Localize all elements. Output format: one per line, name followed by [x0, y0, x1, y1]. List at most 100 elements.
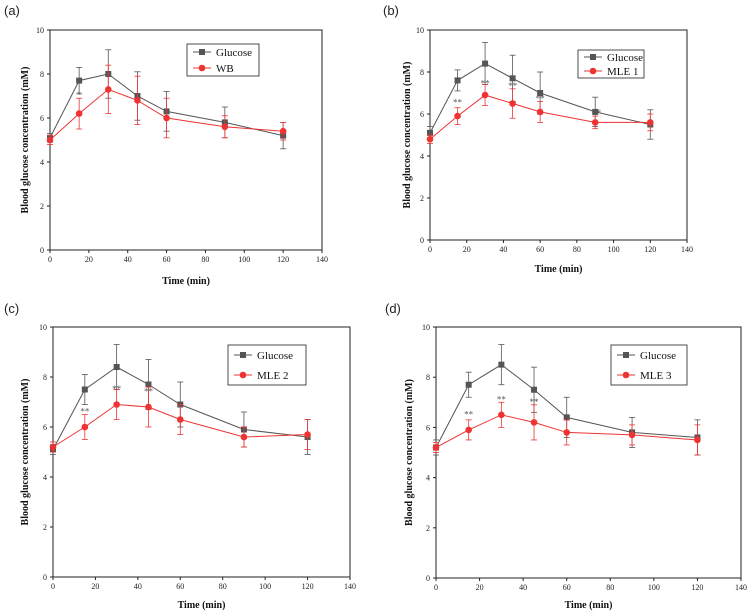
y-tick-label: 6 — [420, 110, 424, 119]
x-tick-label: 120 — [644, 245, 656, 254]
data-point — [530, 419, 538, 426]
legend-marker — [199, 49, 205, 55]
y-tick-label: 2 — [420, 194, 424, 203]
x-tick-label: 60 — [563, 583, 571, 592]
significance-marker: * — [77, 90, 82, 100]
y-tick-label: 10 — [422, 323, 430, 332]
legend-box — [610, 344, 688, 386]
data-point — [427, 129, 433, 136]
significance-marker: ** — [530, 397, 540, 407]
y-tick-label: 6 — [426, 423, 430, 432]
x-tick-label: 80 — [219, 582, 227, 591]
data-point — [531, 386, 538, 393]
significance-marker: ** — [453, 98, 463, 108]
data-point — [104, 86, 112, 93]
y-tick-label: 8 — [43, 373, 47, 382]
x-tick-label: 40 — [134, 582, 142, 591]
legend-label: Glucose — [607, 52, 643, 64]
data-point — [426, 135, 434, 143]
significance-marker: ** — [536, 93, 546, 103]
chart-panel-3: (c) 0 20 40 60 80 100 120 140 0 2 4 6 8 10 Time (min) Bl… — [4, 301, 356, 611]
data-point — [482, 60, 489, 67]
y-tick-label: 4 — [40, 158, 44, 167]
legend: Glucose MLE 2 — [227, 344, 307, 386]
y-tick-label: 6 — [40, 114, 44, 123]
data-point — [176, 416, 184, 423]
panel-label: (d) — [385, 301, 401, 316]
y-tick-label: 2 — [426, 524, 430, 533]
y-tick-label: 10 — [39, 323, 47, 332]
legend-label: MLE 2 — [257, 370, 288, 382]
series-treatment — [46, 64, 287, 145]
legend-box — [227, 344, 307, 386]
x-tick-label: 60 — [536, 245, 544, 254]
y-tick-label: 2 — [43, 523, 47, 532]
x-tick-label: 20 — [91, 582, 99, 591]
legend-label: Glucose — [216, 47, 252, 59]
y-tick-label: 4 — [426, 474, 430, 483]
y-tick-label: 10 — [416, 26, 424, 35]
data-point — [592, 108, 599, 115]
x-tick-label: 140 — [344, 582, 356, 591]
x-tick-label: 140 — [735, 583, 747, 592]
panel-label: (a) — [4, 3, 20, 18]
panel-label: (b) — [383, 3, 399, 18]
data-point — [81, 386, 88, 393]
x-tick-label: 80 — [606, 583, 614, 592]
legend: Glucose MLE 3 — [610, 344, 688, 386]
x-tick-label: 120 — [277, 255, 289, 264]
data-point — [240, 433, 248, 441]
legend: Glucose MLE 1 — [577, 49, 645, 79]
significance-marker: * — [597, 108, 602, 118]
data-point — [537, 90, 544, 96]
y-tick-label: 0 — [426, 574, 430, 583]
x-tick-label: 100 — [238, 255, 250, 264]
data-point — [563, 429, 571, 436]
y-tick-label: 8 — [40, 70, 44, 79]
data-point — [304, 431, 311, 438]
x-tick-label: 140 — [681, 245, 693, 254]
data-point — [498, 361, 505, 368]
chart-panel-2: (b) 0 20 40 60 80 100 120 140 0 2 4 6 8 10 Time (min) Bl… — [383, 3, 693, 275]
data-point — [591, 119, 599, 126]
data-point — [509, 100, 516, 107]
data-point — [465, 381, 472, 388]
x-tick-label: 100 — [259, 582, 271, 591]
y-tick-label: 4 — [420, 152, 424, 161]
data-point — [536, 108, 544, 116]
legend-marker — [590, 54, 596, 60]
x-tick-label: 120 — [691, 583, 703, 592]
x-tick-label: 140 — [316, 255, 328, 264]
chart-panel-1: (a) 0 20 40 60 80 100 120 140 0 2 4 6 8 10 Time (min) Bl… — [4, 3, 328, 287]
data-point — [646, 119, 654, 126]
x-tick-label: 20 — [463, 245, 471, 254]
x-tick-label: 0 — [434, 583, 438, 592]
y-axis-title: Blood glucose concentration (mM) — [402, 62, 413, 209]
y-tick-label: 8 — [426, 373, 430, 382]
data-point — [481, 91, 489, 99]
significance-marker: * — [564, 414, 569, 424]
x-tick-label: 60 — [176, 582, 184, 591]
plot-frame — [435, 326, 742, 579]
x-axis-title: Time (min) — [162, 276, 210, 287]
data-point — [694, 436, 701, 444]
y-axis-title: Blood glucose concentration (mM) — [20, 379, 31, 526]
y-tick-label: 8 — [420, 68, 424, 77]
chart-panel-4: (d) 0 20 40 60 80 100 120 140 0 2 4 6 8 10 Time (min) Bl… — [385, 301, 747, 611]
series-treatment — [49, 386, 311, 453]
y-axis-title: Blood glucose concentration (mM) — [404, 379, 415, 526]
x-tick-label: 20 — [476, 583, 484, 592]
y-tick-label: 0 — [420, 236, 424, 245]
data-point — [279, 127, 287, 135]
data-point — [81, 423, 89, 431]
series-treatment — [432, 401, 701, 456]
data-point — [498, 411, 505, 419]
x-tick-label: 40 — [124, 255, 132, 264]
data-point — [163, 114, 170, 122]
data-point — [628, 431, 636, 439]
x-tick-label: 80 — [201, 255, 209, 264]
x-tick-label: 100 — [648, 583, 660, 592]
legend-marker — [622, 371, 630, 379]
data-point — [113, 364, 120, 370]
significance-marker: ** — [497, 394, 507, 404]
